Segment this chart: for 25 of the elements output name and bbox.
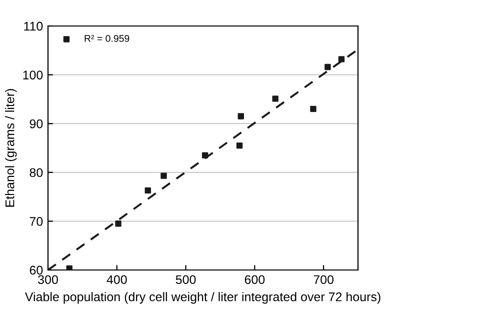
- y-tick-label: 70: [30, 217, 43, 226]
- point: [144, 187, 151, 194]
- y-tick-label: 110: [24, 22, 43, 31]
- x-tick-label: 600: [244, 275, 265, 284]
- y-tick-label: 80: [30, 168, 43, 178]
- point: [238, 113, 244, 120]
- x-tick-label: 300: [38, 275, 58, 284]
- x-tick-label: 500: [176, 275, 196, 284]
- point: [202, 152, 208, 158]
- y-tick-label: 100: [23, 70, 43, 80]
- x-tick-label: 700: [314, 275, 334, 284]
- point: [338, 56, 345, 62]
- point: [272, 96, 278, 102]
- point: [160, 172, 167, 179]
- legend-label: R² = 0.959: [84, 35, 130, 42]
- y-tick-label: 60: [30, 266, 43, 275]
- point: [66, 265, 72, 270]
- y-tick-label: 90: [30, 119, 43, 128]
- point: [310, 106, 316, 112]
- x-axis-title: Viable population (dry cell weight / liter integrated over 72 hours): [24, 292, 380, 304]
- point: [115, 220, 122, 227]
- point: [324, 64, 331, 70]
- point: [236, 142, 243, 149]
- x-tick-label: 400: [106, 275, 127, 284]
- y-axis-title: Ethanol (grams / liter): [5, 89, 17, 207]
